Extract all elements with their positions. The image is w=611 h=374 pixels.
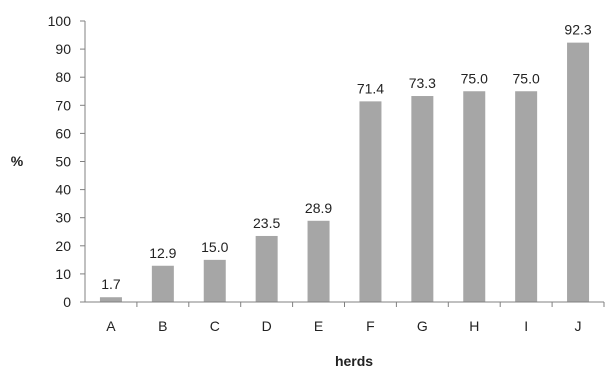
x-tick-label-J: J [575, 318, 582, 334]
y-tick-label: 10 [55, 266, 71, 282]
data-label-A: 1.7 [101, 276, 121, 292]
bar-E [307, 220, 330, 302]
x-tick-label-B: B [158, 318, 167, 334]
y-tick-label: 90 [55, 41, 71, 57]
x-axis-title: herds [335, 353, 373, 369]
bar-I [515, 91, 538, 302]
y-tick-label: 70 [55, 97, 71, 113]
x-axis-ticks: A B C D E F G H I J [106, 302, 605, 334]
bar-C [203, 259, 226, 302]
x-tick-label-A: A [106, 318, 116, 334]
data-label-D: 23.5 [253, 215, 280, 231]
bar-H [463, 91, 486, 302]
y-axis-ticks: 0 10 20 30 40 50 60 70 80 90 100 [48, 13, 85, 310]
bar-G [411, 96, 434, 302]
x-tick-label-F: F [366, 318, 375, 334]
data-label-F: 71.4 [357, 80, 384, 96]
data-label-J: 92.3 [564, 22, 591, 38]
x-tick-label-G: G [417, 318, 428, 334]
x-tick-label-H: H [469, 318, 479, 334]
y-axis-title: % [11, 153, 24, 169]
bar-F [359, 101, 382, 302]
data-label-C: 15.0 [201, 239, 228, 255]
y-tick-label: 100 [48, 13, 72, 29]
y-tick-label: 50 [55, 154, 71, 170]
x-tick-label-I: I [524, 318, 528, 334]
data-label-I: 75.0 [513, 70, 540, 86]
bar-J [567, 42, 590, 303]
bar-A [99, 297, 122, 302]
x-tick-label-D: D [262, 318, 272, 334]
data-label-G: 73.3 [409, 75, 436, 91]
y-tick-label: 20 [55, 238, 71, 254]
data-labels: 1.7 12.9 15.0 23.5 28.9 71.4 73.3 75.0 75.0 92.3 [101, 22, 592, 293]
x-tick-label-C: C [210, 318, 220, 334]
y-tick-label: 80 [55, 69, 71, 85]
data-label-B: 12.9 [149, 245, 176, 261]
x-tick-label-E: E [314, 318, 323, 334]
data-label-H: 75.0 [461, 70, 488, 86]
bars [99, 42, 590, 303]
y-tick-label: 30 [55, 210, 71, 226]
data-label-E: 28.9 [305, 200, 332, 216]
bar-B [151, 265, 174, 302]
y-tick-label: 60 [55, 125, 71, 141]
bar-D [255, 235, 278, 302]
y-tick-label: 0 [63, 294, 71, 310]
y-tick-label: 40 [55, 182, 71, 198]
